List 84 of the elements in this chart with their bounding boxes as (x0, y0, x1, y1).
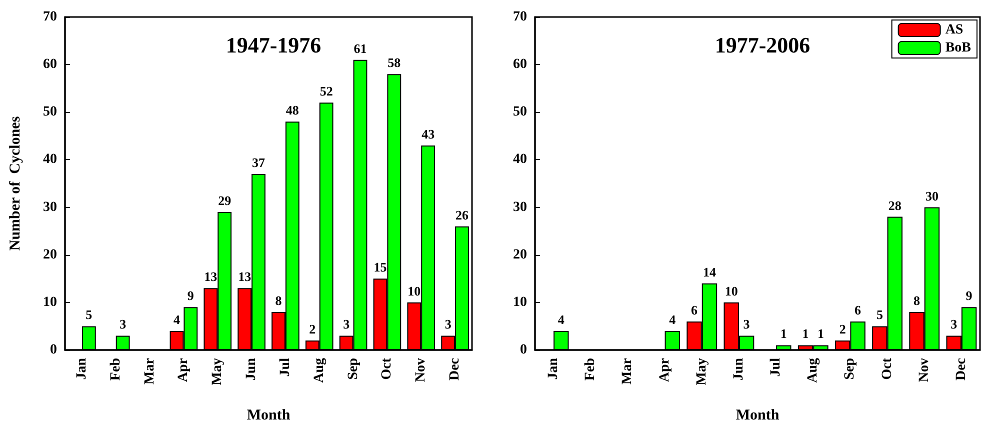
y-tick-label: 60 (43, 57, 57, 72)
data-label: 15 (374, 260, 388, 275)
x-tick-label: Oct (380, 358, 395, 380)
data-label: 14 (702, 264, 716, 280)
data-label: 37 (252, 154, 266, 170)
data-label: 2 (309, 321, 316, 336)
data-label: 26 (455, 207, 469, 222)
x-tick-label: Mar (620, 358, 636, 384)
data-label: 61 (354, 40, 367, 56)
data-label: 4 (558, 312, 565, 327)
data-label: 30 (925, 188, 938, 204)
x-tick-label: Feb (583, 358, 598, 381)
data-label: 10 (408, 283, 421, 298)
x-tick-label: Feb (108, 358, 124, 381)
x-tick-label: Jul (278, 358, 293, 377)
y-tick-label: 30 (43, 200, 57, 215)
data-label: 3 (343, 316, 350, 332)
x-tick-label: Jun (244, 358, 260, 381)
x-tick-label: Apr (657, 358, 672, 382)
data-label: 5 (876, 307, 884, 322)
data-label: 8 (275, 292, 282, 308)
y-tick-label: 70 (513, 10, 527, 24)
x-tick-label: Jul (768, 358, 784, 377)
x-tick-label: May (694, 358, 710, 386)
x-tick-label: Oct (880, 358, 895, 380)
y-tick-label: 50 (513, 104, 527, 120)
x-tick-label: Sep (346, 358, 361, 380)
data-label: 9 (187, 288, 194, 304)
data-label: 1 (817, 326, 824, 342)
data-label: 29 (218, 193, 232, 208)
x-tick-label: Aug (806, 358, 821, 383)
x-axis-title: Month (736, 408, 780, 424)
y-tick-label: 10 (513, 294, 527, 310)
y-tick-label: 70 (43, 10, 57, 24)
y-tick-label: 10 (43, 294, 57, 310)
y-tick-label: 20 (43, 247, 57, 262)
x-axis-title: Month (246, 408, 291, 424)
y-tick-label: 30 (513, 200, 527, 215)
x-tick-label: Mar (142, 358, 158, 384)
y-tick-label: 40 (513, 152, 527, 168)
data-label: 3 (743, 316, 750, 332)
x-tick-label: Sep (842, 358, 858, 380)
y-tick-label: 0 (520, 342, 527, 358)
data-label: 5 (86, 307, 93, 322)
text: 1947-1976 (226, 32, 322, 58)
data-label: 1 (780, 326, 787, 342)
data-label: 4 (669, 312, 676, 327)
data-label: 13 (238, 269, 252, 284)
legend-label: BoB (945, 40, 972, 56)
x-tick-label: Dec (448, 358, 463, 381)
text: 1977-2006 (714, 32, 810, 58)
x-tick-label: Dec (954, 358, 969, 381)
y-tick-label: 20 (513, 247, 527, 262)
y-tick-label: 60 (513, 57, 527, 72)
data-label: 3 (444, 316, 452, 332)
y-tick-label: 0 (50, 342, 57, 358)
data-label: 6 (854, 302, 862, 318)
data-label: 3 (120, 316, 127, 332)
y-tick-label: 40 (43, 152, 57, 168)
data-label: 48 (286, 102, 300, 118)
y-axis-title: Number of Cyclones (8, 116, 24, 251)
x-tick-label: Jan (74, 358, 90, 380)
data-label: 9 (966, 288, 973, 304)
data-label: 43 (422, 126, 436, 142)
data-label: 2 (839, 321, 846, 336)
y-tick-label: 50 (43, 104, 57, 120)
data-label: 28 (888, 198, 902, 213)
data-label: 3 (950, 316, 958, 332)
x-tick-label: Apr (176, 358, 192, 382)
x-tick-label: Aug (312, 358, 327, 383)
data-label: 13 (204, 269, 218, 284)
x-tick-label: May (210, 358, 226, 386)
data-label: 8 (914, 292, 921, 308)
x-tick-label: Jun (731, 358, 746, 381)
x-tick-label: Jan (546, 358, 562, 380)
legend-label: AS (945, 22, 964, 38)
x-tick-label: Nov (916, 358, 932, 382)
data-label: 52 (320, 84, 333, 99)
data-label: 1 (802, 326, 809, 342)
data-label: 6 (691, 302, 698, 318)
data-label: 4 (174, 312, 181, 327)
x-tick-label: Nov (414, 358, 429, 382)
data-label: 10 (724, 283, 738, 298)
data-label: 58 (388, 55, 402, 70)
